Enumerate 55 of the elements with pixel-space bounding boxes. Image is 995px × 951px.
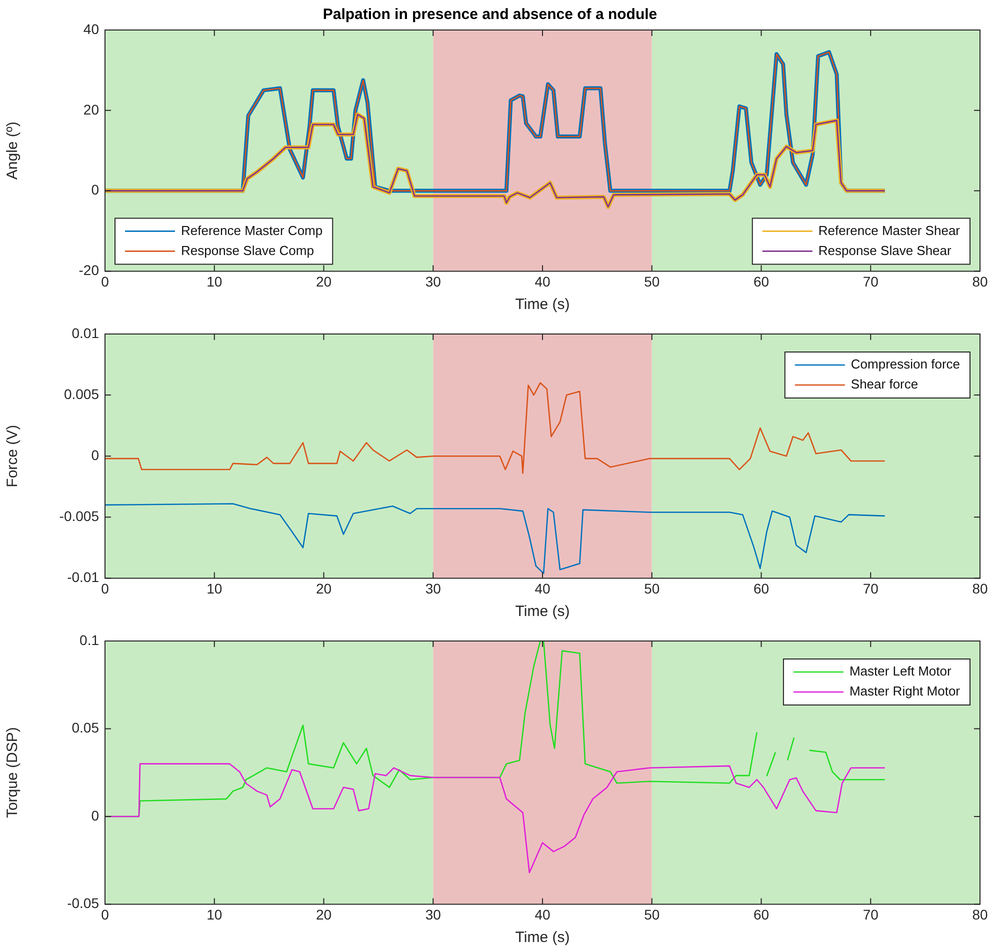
y-tick-label: 0.01 [72, 324, 100, 341]
legend-label: Master Right Motor [849, 684, 961, 699]
y-tick-label: -0.005 [59, 508, 100, 524]
legend-label: Reference Master Shear [818, 222, 961, 238]
x-axis-title: Time (s) [515, 603, 570, 620]
x-tick-label: 50 [644, 273, 660, 290]
y-tick-label: 40 [83, 20, 100, 37]
legend-label: Master Left Motor [849, 664, 952, 679]
y-tick-label: -20 [78, 262, 100, 278]
y-tick-label: 0.005 [64, 386, 100, 402]
x-tick-label: 20 [316, 580, 332, 596]
legend-label: Shear force [850, 376, 918, 392]
x-tick-label: 40 [534, 906, 550, 922]
x-tick-label: 30 [425, 906, 442, 922]
y-axis-title: Torque (DSP) [4, 727, 22, 818]
x-tick-label: 20 [316, 273, 332, 290]
x-tick-label: 10 [206, 273, 222, 290]
x-tick-label: 40 [534, 580, 550, 596]
x-tick-label: 10 [206, 580, 222, 596]
y-axis-title: Force (V) [4, 424, 22, 488]
x-tick-label: 10 [206, 906, 222, 922]
x-tick-label: 50 [644, 580, 660, 596]
legend-label: Reference Master Comp [181, 222, 323, 238]
x-tick-label: 0 [101, 906, 110, 922]
x-tick-label: 0 [101, 580, 110, 596]
y-tick-label: -0.01 [67, 569, 100, 586]
x-tick-label: 60 [753, 273, 770, 290]
legend-label: Compression force [850, 356, 960, 372]
y-tick-label: 0 [91, 807, 100, 824]
x-axis-title: Time (s) [515, 929, 570, 946]
x-axis-title: Time (s) [515, 296, 570, 314]
y-axis-title: Angle (º) [4, 122, 22, 180]
x-tick-label: 60 [753, 906, 770, 922]
x-tick-label: 40 [534, 273, 550, 290]
x-tick-label: 70 [862, 906, 879, 922]
chart-title: Palpation in presence and absence of a nodule [322, 6, 658, 24]
y-tick-label: 0 [91, 446, 100, 463]
x-tick-label: 70 [862, 580, 879, 596]
legend-label: Response Slave Comp [181, 242, 314, 258]
y-tick-label: 20 [83, 101, 100, 118]
x-tick-label: 50 [644, 906, 660, 922]
y-tick-label: 0.1 [80, 632, 100, 648]
x-tick-label: 60 [753, 580, 770, 596]
y-tick-label: 0 [91, 182, 100, 198]
x-tick-label: 70 [862, 273, 879, 290]
x-tick-label: 30 [425, 273, 442, 290]
x-tick-label: 0 [101, 273, 110, 290]
y-tick-label: 0.05 [72, 720, 100, 736]
x-tick-label: 80 [972, 580, 988, 596]
x-tick-label: 80 [972, 273, 988, 290]
x-tick-label: 20 [316, 906, 332, 922]
legend-label: Response Slave Shear [818, 242, 952, 258]
x-tick-label: 80 [972, 906, 988, 922]
x-tick-label: 30 [425, 580, 442, 596]
y-tick-label: -0.05 [67, 895, 100, 912]
